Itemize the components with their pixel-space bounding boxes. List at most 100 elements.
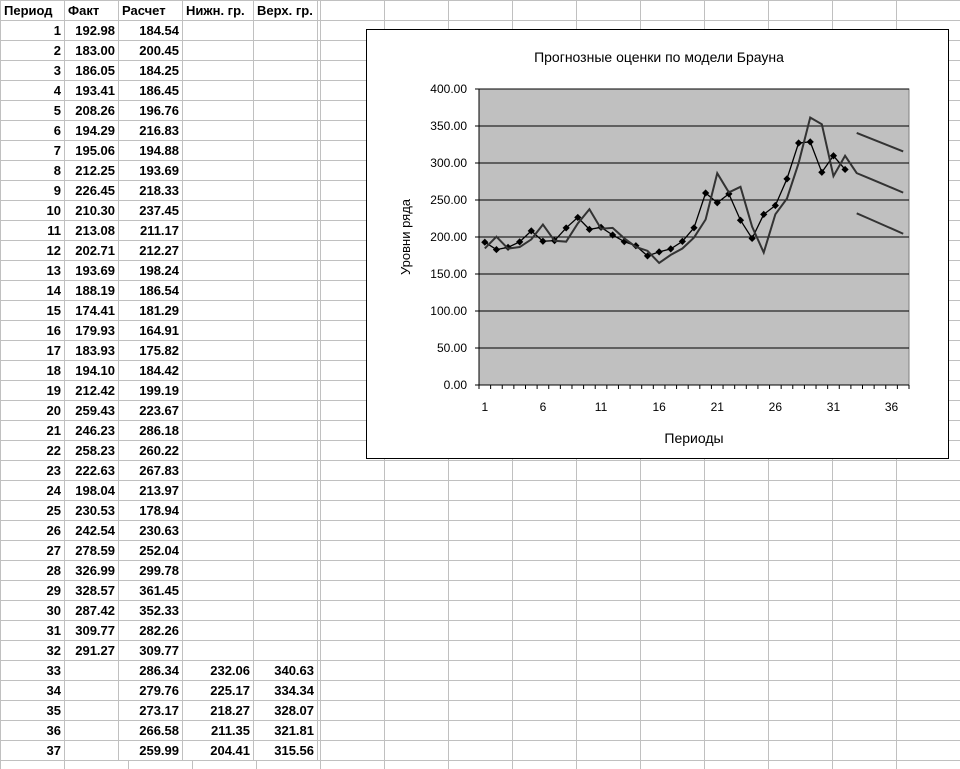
- table-cell[interactable]: 30: [0, 600, 65, 621]
- table-cell[interactable]: 198.24: [118, 260, 183, 281]
- table-cell[interactable]: 282.26: [118, 620, 183, 641]
- table-cell[interactable]: 258.23: [64, 440, 119, 461]
- table-cell[interactable]: 216.83: [118, 120, 183, 141]
- table-cell[interactable]: 192.98: [64, 20, 119, 41]
- table-cell[interactable]: 184.42: [118, 360, 183, 381]
- table-cell[interactable]: 7: [0, 140, 65, 161]
- table-cell[interactable]: [182, 440, 254, 461]
- table-cell[interactable]: [182, 300, 254, 321]
- table-cell[interactable]: [253, 620, 318, 641]
- table-cell[interactable]: 259.43: [64, 400, 119, 421]
- table-cell[interactable]: 29: [0, 580, 65, 601]
- table-cell[interactable]: [253, 580, 318, 601]
- table-cell[interactable]: 212.25: [64, 160, 119, 181]
- table-cell[interactable]: 194.88: [118, 140, 183, 161]
- table-cell[interactable]: 218.33: [118, 180, 183, 201]
- table-cell[interactable]: [253, 440, 318, 461]
- table-cell[interactable]: [182, 400, 254, 421]
- table-cell[interactable]: 287.42: [64, 600, 119, 621]
- table-cell[interactable]: 237.45: [118, 200, 183, 221]
- table-cell[interactable]: 223.67: [118, 400, 183, 421]
- table-cell[interactable]: [253, 380, 318, 401]
- table-cell[interactable]: 218.27: [182, 700, 254, 721]
- table-cell[interactable]: 23: [0, 460, 65, 481]
- table-cell[interactable]: [182, 520, 254, 541]
- table-cell[interactable]: 186.05: [64, 60, 119, 81]
- table-cell[interactable]: 326.99: [64, 560, 119, 581]
- table-cell[interactable]: 202.71: [64, 240, 119, 261]
- table-cell[interactable]: 200.45: [118, 40, 183, 61]
- table-cell[interactable]: 195.06: [64, 140, 119, 161]
- table-cell[interactable]: [253, 20, 318, 41]
- table-cell[interactable]: [182, 340, 254, 361]
- table-cell[interactable]: 13: [0, 260, 65, 281]
- table-cell[interactable]: [253, 80, 318, 101]
- table-cell[interactable]: [253, 260, 318, 281]
- table-cell[interactable]: 246.23: [64, 420, 119, 441]
- table-cell[interactable]: 291.27: [64, 640, 119, 661]
- table-cell[interactable]: [182, 140, 254, 161]
- table-cell[interactable]: 183.00: [64, 40, 119, 61]
- table-cell[interactable]: [182, 420, 254, 441]
- table-cell[interactable]: [182, 20, 254, 41]
- table-cell[interactable]: [64, 680, 119, 701]
- table-cell[interactable]: [253, 460, 318, 481]
- table-cell[interactable]: 211.35: [182, 720, 254, 741]
- table-cell[interactable]: 194.10: [64, 360, 119, 381]
- table-cell[interactable]: [182, 60, 254, 81]
- table-cell[interactable]: 1: [0, 20, 65, 41]
- table-cell[interactable]: [182, 280, 254, 301]
- table-cell[interactable]: 164.91: [118, 320, 183, 341]
- table-cell[interactable]: 17: [0, 340, 65, 361]
- table-cell[interactable]: 181.29: [118, 300, 183, 321]
- table-cell[interactable]: [182, 460, 254, 481]
- table-cell[interactable]: [253, 640, 318, 661]
- table-cell[interactable]: 31: [0, 620, 65, 641]
- table-cell[interactable]: [182, 100, 254, 121]
- table-cell[interactable]: 232.06: [182, 660, 254, 681]
- table-cell[interactable]: [253, 540, 318, 561]
- table-cell[interactable]: [182, 480, 254, 501]
- table-cell[interactable]: [253, 180, 318, 201]
- table-cell[interactable]: 2: [0, 40, 65, 61]
- table-cell[interactable]: 352.33: [118, 600, 183, 621]
- table-cell[interactable]: 184.54: [118, 20, 183, 41]
- table-cell[interactable]: 266.58: [118, 720, 183, 741]
- table-cell[interactable]: 15: [0, 300, 65, 321]
- table-cell[interactable]: [182, 580, 254, 601]
- table-cell[interactable]: 186.54: [118, 280, 183, 301]
- table-cell[interactable]: [182, 260, 254, 281]
- table-cell[interactable]: 328.07: [253, 700, 318, 721]
- table-cell[interactable]: 178.94: [118, 500, 183, 521]
- table-cell[interactable]: 34: [0, 680, 65, 701]
- table-cell[interactable]: [182, 180, 254, 201]
- table-cell[interactable]: 211.17: [118, 220, 183, 241]
- table-cell[interactable]: 33: [0, 660, 65, 681]
- table-cell[interactable]: 175.82: [118, 340, 183, 361]
- table-cell[interactable]: [253, 300, 318, 321]
- table-cell[interactable]: [182, 320, 254, 341]
- table-cell[interactable]: 213.08: [64, 220, 119, 241]
- table-cell[interactable]: 174.41: [64, 300, 119, 321]
- table-cell[interactable]: 184.25: [118, 60, 183, 81]
- table-cell[interactable]: 361.45: [118, 580, 183, 601]
- table-cell[interactable]: [253, 420, 318, 441]
- table-cell[interactable]: 9: [0, 180, 65, 201]
- table-cell[interactable]: [182, 200, 254, 221]
- table-cell[interactable]: 259.99: [118, 740, 183, 761]
- column-header[interactable]: Период: [0, 0, 65, 21]
- table-cell[interactable]: [253, 320, 318, 341]
- table-cell[interactable]: 11: [0, 220, 65, 241]
- table-cell[interactable]: [253, 400, 318, 421]
- table-cell[interactable]: [182, 360, 254, 381]
- table-cell[interactable]: 199.19: [118, 380, 183, 401]
- table-cell[interactable]: [253, 560, 318, 581]
- column-header[interactable]: Верх. гр.: [253, 0, 318, 21]
- table-cell[interactable]: 179.93: [64, 320, 119, 341]
- table-cell[interactable]: 278.59: [64, 540, 119, 561]
- table-cell[interactable]: [253, 480, 318, 501]
- table-cell[interactable]: 299.78: [118, 560, 183, 581]
- table-cell[interactable]: [253, 340, 318, 361]
- table-cell[interactable]: [253, 160, 318, 181]
- table-cell[interactable]: [182, 240, 254, 261]
